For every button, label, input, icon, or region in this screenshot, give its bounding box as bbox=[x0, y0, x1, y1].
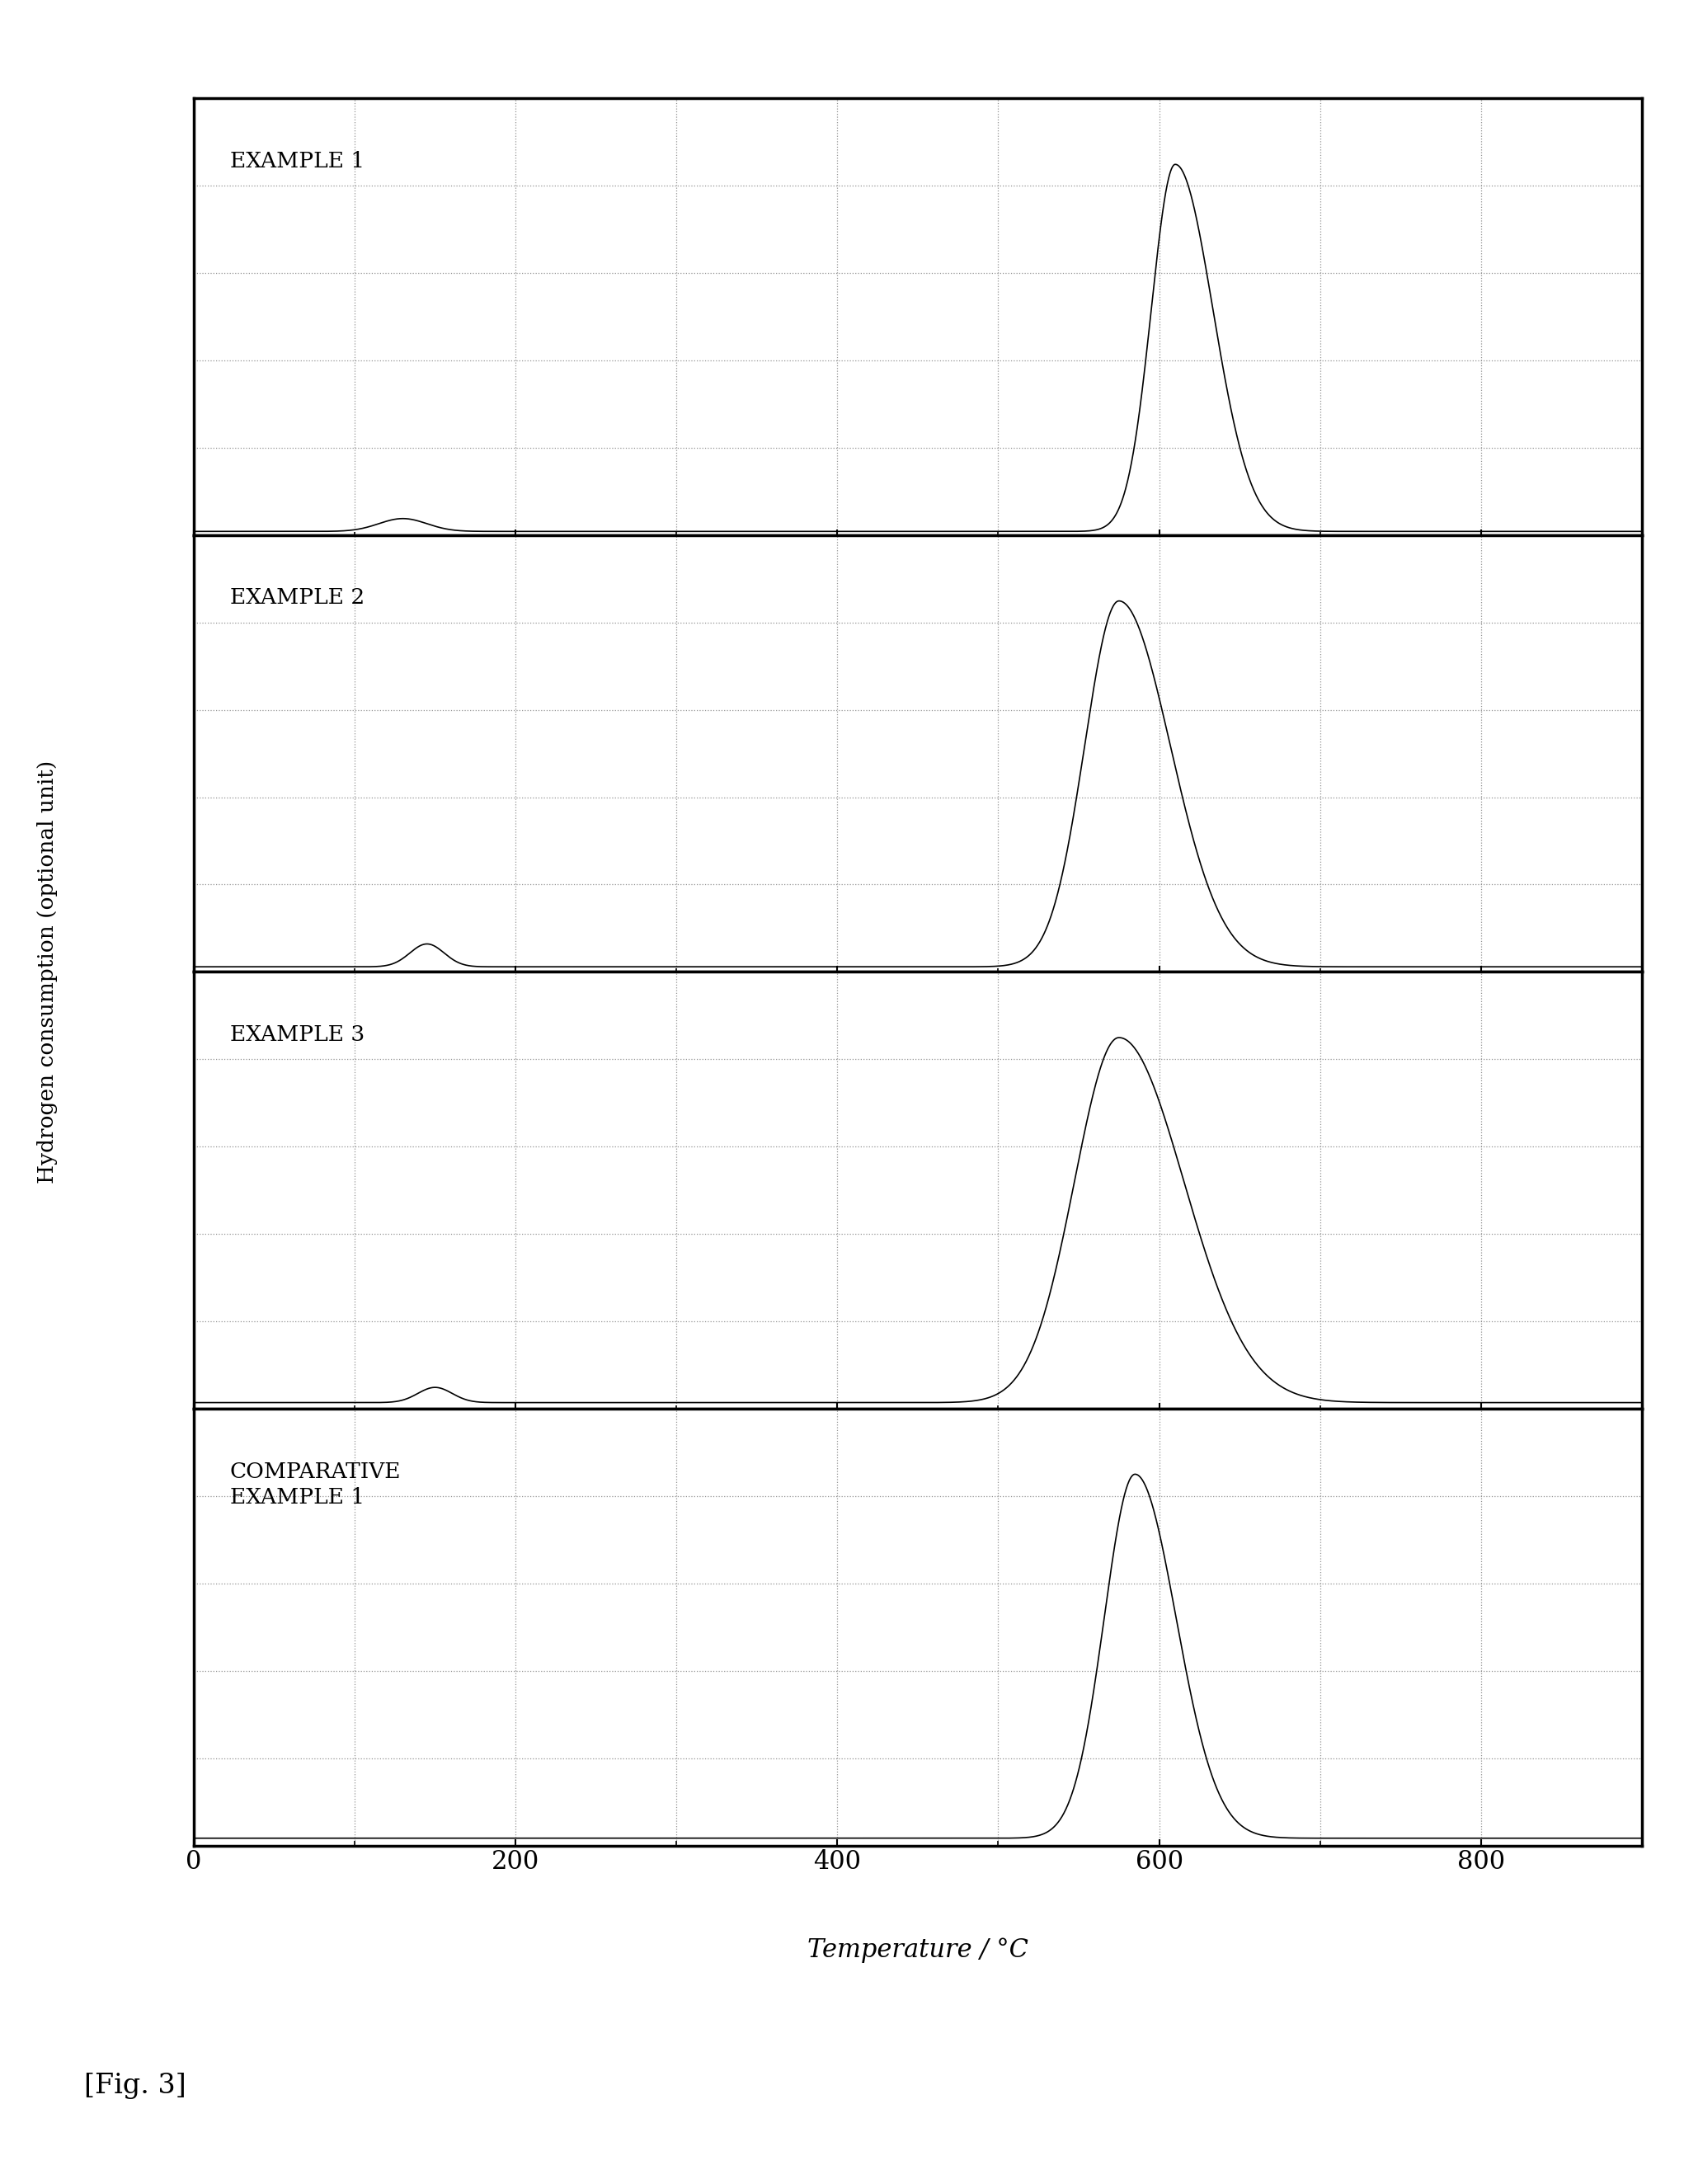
Text: Temperature / °C: Temperature / °C bbox=[807, 1937, 1029, 1963]
Text: [Fig. 3]: [Fig. 3] bbox=[84, 2073, 187, 2099]
Text: COMPARATIVE
EXAMPLE 1: COMPARATIVE EXAMPLE 1 bbox=[229, 1461, 401, 1507]
Text: EXAMPLE 2: EXAMPLE 2 bbox=[229, 587, 364, 607]
Text: EXAMPLE 1: EXAMPLE 1 bbox=[229, 151, 364, 170]
Text: Hydrogen consumption (optional unit): Hydrogen consumption (optional unit) bbox=[37, 760, 57, 1184]
Text: EXAMPLE 3: EXAMPLE 3 bbox=[229, 1024, 364, 1044]
